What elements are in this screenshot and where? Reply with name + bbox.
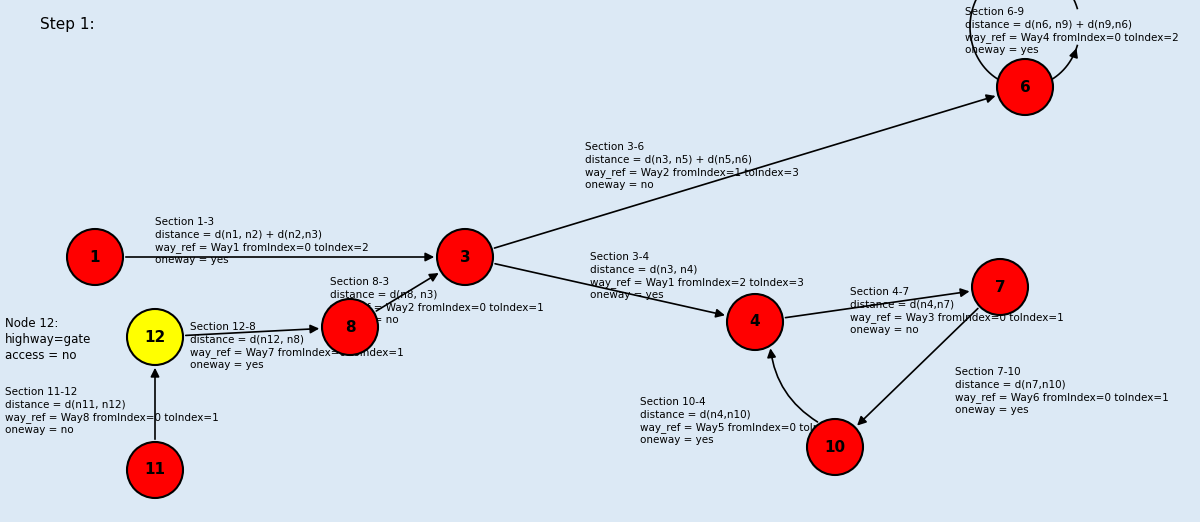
- Text: 8: 8: [344, 319, 355, 335]
- Text: 12: 12: [144, 329, 166, 345]
- Text: 1: 1: [90, 250, 101, 265]
- Text: 7: 7: [995, 279, 1006, 294]
- Text: Section 8-3
distance = d(n8, n3)
way_ref = Way2 fromIndex=0 toIndex=1
oneway = n: Section 8-3 distance = d(n8, n3) way_ref…: [330, 277, 544, 325]
- Ellipse shape: [322, 299, 378, 355]
- Text: Section 10-4
distance = d(n4,n10)
way_ref = Way5 fromIndex=0 toIndex=1
oneway = : Section 10-4 distance = d(n4,n10) way_re…: [640, 397, 853, 445]
- Text: 4: 4: [750, 314, 761, 329]
- Text: Section 6-9
distance = d(n6, n9) + d(n9,n6)
way_ref = Way4 fromIndex=0 toIndex=2: Section 6-9 distance = d(n6, n9) + d(n9,…: [965, 7, 1178, 55]
- Text: 6: 6: [1020, 79, 1031, 94]
- Text: 11: 11: [144, 462, 166, 478]
- Ellipse shape: [808, 419, 863, 475]
- Text: 10: 10: [824, 440, 846, 455]
- Ellipse shape: [997, 59, 1054, 115]
- Text: Section 7-10
distance = d(n7,n10)
way_ref = Way6 fromIndex=0 toIndex=1
oneway = : Section 7-10 distance = d(n7,n10) way_re…: [955, 367, 1169, 415]
- Text: Step 1:: Step 1:: [40, 17, 95, 32]
- Text: Section 3-6
distance = d(n3, n5) + d(n5,n6)
way_ref = Way2 fromIndex=1 toIndex=3: Section 3-6 distance = d(n3, n5) + d(n5,…: [586, 142, 799, 190]
- Ellipse shape: [727, 294, 784, 350]
- Text: Section 4-7
distance = d(n4,n7)
way_ref = Way3 fromIndex=0 toIndex=1
oneway = no: Section 4-7 distance = d(n4,n7) way_ref …: [850, 287, 1063, 335]
- Text: Section 1-3
distance = d(n1, n2) + d(n2,n3)
way_ref = Way1 fromIndex=0 toIndex=2: Section 1-3 distance = d(n1, n2) + d(n2,…: [155, 217, 368, 265]
- Ellipse shape: [437, 229, 493, 285]
- Ellipse shape: [972, 259, 1028, 315]
- Text: 3: 3: [460, 250, 470, 265]
- Text: Node 12:
highway=gate
access = no: Node 12: highway=gate access = no: [5, 317, 91, 362]
- Text: Section 11-12
distance = d(n11, n12)
way_ref = Way8 fromIndex=0 toIndex=1
oneway: Section 11-12 distance = d(n11, n12) way…: [5, 387, 218, 435]
- Ellipse shape: [127, 309, 182, 365]
- Ellipse shape: [127, 442, 182, 498]
- Ellipse shape: [67, 229, 124, 285]
- Text: Section 3-4
distance = d(n3, n4)
way_ref = Way1 fromIndex=2 toIndex=3
oneway = y: Section 3-4 distance = d(n3, n4) way_ref…: [590, 252, 804, 300]
- Text: Section 12-8
distance = d(n12, n8)
way_ref = Way7 fromIndex=0 toIndex=1
oneway =: Section 12-8 distance = d(n12, n8) way_r…: [190, 322, 403, 370]
